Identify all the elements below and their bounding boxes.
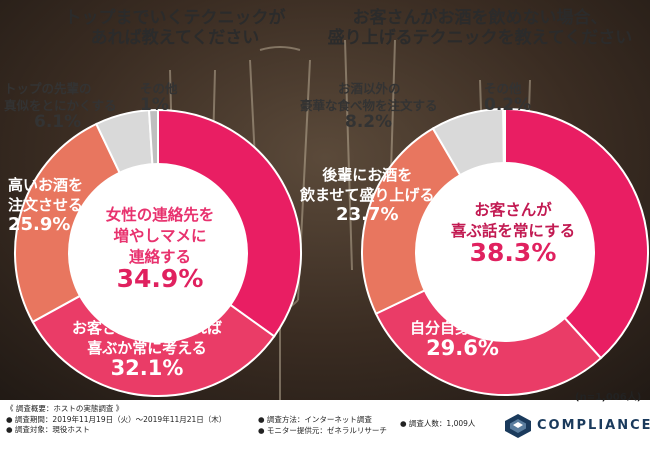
right-slice-label-nomu: 自分自身が飲む 29.6%	[410, 319, 516, 360]
right-slice-value-food: 8.2	[345, 112, 376, 132]
right-slice-label-kouhai: 後輩にお酒を 飲ませて盛り上げる 23.7%	[300, 166, 435, 225]
left-slice-label-osake: 高いお酒を 注文させる 25.9%	[8, 176, 84, 235]
survey-target: ● 調査対象：現役ホスト	[6, 425, 90, 434]
left-chart-title-line1: トップまでいくテクニックが	[64, 8, 286, 28]
right-slice-value-kouhai: 23.7	[336, 204, 381, 225]
sample-size-note: (n=1,006人)	[575, 392, 642, 403]
survey-overview: 《 調査概要：ホストの実態調査 》	[6, 404, 124, 413]
left-slice-label-renraku: 女性の連絡先を 増やしマメに 連絡する 34.9%	[105, 206, 215, 293]
brand-name: COMPLIANCE	[537, 418, 650, 433]
left-slice-label-senpai: トップの先輩の 真似をとにかくする 6.1%	[4, 81, 117, 132]
left-slice-value-senpai: 6.1	[34, 112, 65, 132]
right-slice-label-hanashi: お客さんが 喜ぶ話を常にする 38.3%	[450, 201, 576, 267]
survey-count: ● 調査人数：1,009人	[400, 419, 476, 428]
left-slice-label-kangaeru: お客さんが何をすれば 喜ぶか常に考える 32.1%	[72, 319, 223, 380]
right-chart-title-line1: お客さんがお酒を飲めない場合、	[352, 8, 608, 28]
survey-method-block: ● 調査方法：インターネット調査 ● モニター提供元：ゼネラルリサーチ	[258, 415, 387, 436]
compliance-logo-icon	[505, 414, 531, 438]
left-slice-value-renraku: 34.9	[116, 264, 179, 293]
right-chart-title-line2: 盛り上げるテクニックを教えてください	[327, 28, 633, 48]
survey-method: ● 調査方法：インターネット調査	[258, 415, 372, 424]
survey-overview-block: 《 調査概要：ホストの実態調査 》 ● 調査期間：2019年11月19日（火）～…	[6, 404, 226, 436]
right-slice-value-hanashi: 38.3	[469, 238, 532, 267]
left-donut-center	[68, 163, 248, 343]
right-slice-label-other: その他 0.2%	[484, 81, 532, 115]
right-donut-center	[415, 162, 595, 342]
left-slice-value-osake: 25.9	[8, 214, 53, 235]
survey-period: ● 調査期間：2019年11月19日（火）～2019年11月21日（木）	[6, 414, 227, 424]
survey-provider: ● モニター提供元：ゼネラルリサーチ	[258, 425, 387, 435]
right-slice-value-nomu: 29.6	[426, 336, 478, 360]
brand-logo: COMPLIANCE	[505, 414, 650, 438]
left-slice-value-kangaeru: 32.1	[110, 356, 163, 380]
right-slice-value-other: 0.2	[484, 95, 515, 115]
left-slice-label-other: その他 1%	[140, 81, 178, 115]
right-slice-label-food: お酒以外の 豪華な食べ物を注文する 8.2%	[300, 81, 438, 132]
left-slice-value-other: 1	[140, 95, 152, 115]
left-chart-title-line2: あれば教えてください	[90, 28, 260, 48]
